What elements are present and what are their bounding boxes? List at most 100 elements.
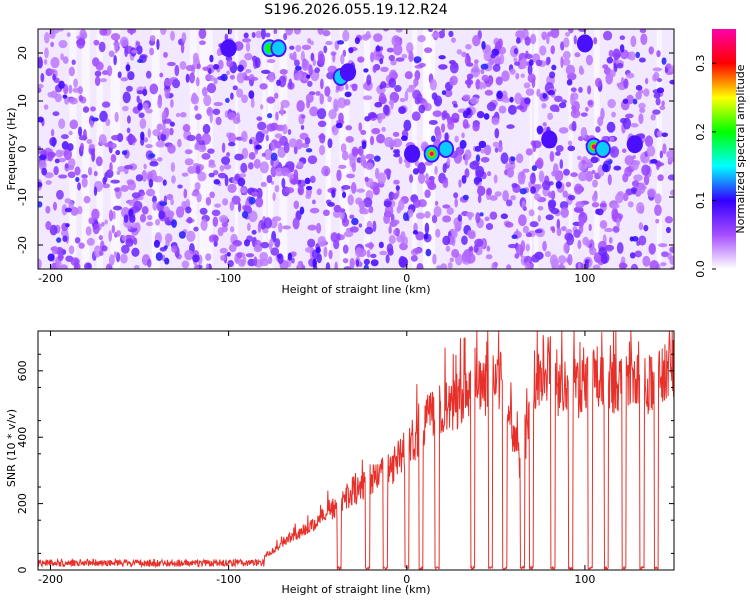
heatmap-cell [79,29,87,40]
heatmap-cell [358,145,364,156]
heatmap-cell [336,169,342,182]
heatmap-cell [348,47,354,54]
heatmap-cell [50,90,58,99]
heatmap-cell [357,56,365,63]
heatmap-cell [535,59,543,67]
heatmap-cell [661,132,669,138]
heatmap-cell [489,195,498,201]
heatmap-cell [585,106,589,112]
heatmap-cell [340,143,347,153]
heatmap-cell [328,249,333,260]
heatmap-cell [372,220,377,232]
heatmap-cell [598,247,608,257]
heatmap-cell [92,223,100,235]
heatmap-cell [551,265,557,269]
heatmap-cell [143,163,147,170]
heatmap-cell [38,154,47,161]
heatmap-cell [392,138,403,148]
heatmap-cell [251,31,256,39]
heatmap-cell [289,45,295,50]
snr-x-ticks: -200 -100 0 100 [38,331,595,586]
heatmap-cell [600,253,608,264]
heatmap-cell [155,252,163,261]
heatmap-cell [297,179,302,185]
heatmap-cell [456,49,463,55]
heatmap-cell [485,223,494,230]
heatmap-cell [304,137,311,145]
heatmap-cell [248,196,256,205]
heatmap-cell [376,133,386,144]
heatmap-cell [449,61,459,74]
heatmap-cell [224,33,229,42]
heatmap-cell [655,97,661,106]
heatmap-cell [288,138,298,148]
heatmap-cell [578,219,585,227]
heatmap-cell [468,231,476,240]
heatmap-cell [95,156,103,167]
heatmap-cell [216,48,222,57]
heatmap-cell [519,188,527,195]
heatmap-cell [38,56,43,69]
heatmap-cell [536,125,544,135]
heatmap-cell [370,253,377,259]
heatmap-cell [618,262,628,269]
heatmap-cell [337,97,347,109]
colorbar-title: Normalized spectral amplitude [734,64,747,233]
heatmap-cell [501,97,511,103]
heatmap-cell [461,51,467,58]
heatmap-cell [623,78,629,89]
heatmap-cell [622,98,629,104]
heatmap-cell [425,173,429,180]
heatmap-cell [624,155,635,166]
heatmap-cell [379,112,386,120]
heatmap-cell [418,104,426,114]
heatmap-cell [365,153,375,160]
heatmap-cell [361,208,370,215]
heatmap-cell [425,248,432,257]
x-tick-label: 0 [403,272,410,285]
heatmap-cell [633,174,643,182]
heatmap-cell [560,56,564,69]
snr-y-axis-title: SNR (10 * v/v) [5,409,18,487]
heatmap-cell [247,222,251,231]
heatmap-cell [68,84,73,94]
heatmap-cell [61,204,68,216]
heatmap-cell [194,105,199,111]
heatmap-cell [644,77,649,85]
heatmap-cell [398,156,403,165]
heatmap-cell [156,157,163,162]
heatmap-cell [131,222,139,229]
heatmap-cell [164,127,171,137]
heatmap-cell [613,165,622,171]
heatmap-cell [667,174,674,181]
heatmap-cell [656,130,663,138]
heatmap-cell [99,110,108,123]
heatmap-cell [145,188,156,197]
heatmap-cell [98,134,107,146]
heatmap-cell [152,201,158,211]
heatmap-cell [571,120,577,132]
heatmap-cell [148,178,154,188]
heatmap-cell [50,41,55,48]
heatmap-cell [202,123,211,134]
heatmap-cell [172,78,181,89]
heatmap-cell [449,257,454,263]
heatmap-cell [260,133,265,138]
heatmap-cell [462,94,471,100]
heatmap-cell [442,204,451,209]
heatmap-cell [282,123,288,135]
heatmap-cell [254,57,261,69]
heatmap-cell [622,192,629,202]
heatmap-cell [590,156,599,164]
heatmap-cell [379,58,384,65]
heatmap-cell [221,156,231,165]
heatmap-cell [351,83,358,92]
heatmap-cell [280,167,290,177]
heatmap-cell [308,64,313,76]
heatmap-cell [384,204,394,217]
heatmap-cell [507,243,518,249]
heatmap-cell [356,188,366,193]
heatmap-cell [441,123,446,133]
heatmap-cell [60,134,69,140]
heatmap-cell [106,65,113,77]
